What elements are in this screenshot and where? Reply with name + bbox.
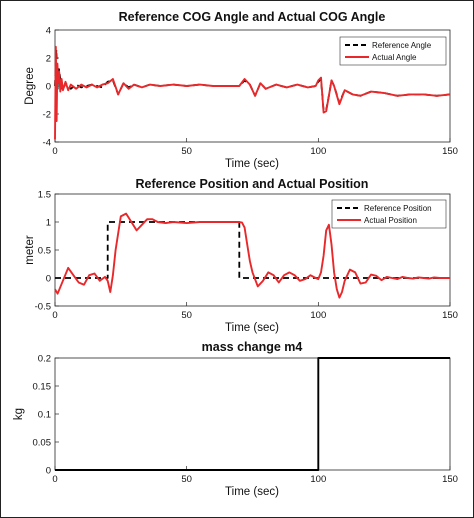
y-tick-label: 4: [46, 26, 51, 37]
tick-layer: 0 50 100 150-0.500.511.5: [35, 190, 458, 322]
series-line-actual-position: [54, 212, 450, 299]
x-tick-label: 0: [52, 474, 57, 485]
x-tick-label: 100: [310, 474, 326, 485]
x-axis-label: Time (sec): [225, 486, 279, 498]
x-tick-label: 50: [181, 310, 192, 321]
y-tick-label: 0.15: [33, 382, 52, 393]
y-tick-label: 0: [46, 82, 51, 93]
x-tick-label: 50: [181, 146, 192, 157]
legend-label-actual-angle: Actual Angle: [372, 53, 417, 62]
tick-layer: 0 50 100 150 -4 -2 0 2 4: [43, 26, 458, 158]
y-tick-label: 2: [46, 54, 51, 65]
chart-title: mass change m4: [202, 340, 303, 354]
x-tick-label: 100: [310, 310, 326, 321]
series-layer: [54, 212, 450, 299]
x-tick-label: 50: [181, 474, 192, 485]
panel-mass-change: mass change m4 0 50 100 15000.050.10.150.2 …: [13, 340, 458, 498]
y-axis-label: meter: [24, 235, 36, 265]
x-tick-label: 0: [52, 146, 57, 157]
y-axis-label: kg: [13, 408, 25, 420]
legend-label-reference-angle: Reference Angle: [372, 41, 432, 50]
legend-label-actual-position: Actual Position: [364, 216, 417, 225]
y-tick-label: 0.1: [38, 410, 51, 421]
y-tick-label: -2: [43, 110, 51, 121]
x-tick-label: 150: [442, 474, 458, 485]
x-tick-label: 100: [310, 146, 326, 157]
y-tick-label: 0: [46, 466, 51, 477]
tick-layer: 0 50 100 150 0 0.05 0.1 0.15 0.2: [33, 354, 458, 486]
x-axis-label: Time (sec): [225, 158, 279, 170]
y-tick-label: -0.5: [35, 302, 51, 313]
panel-cog-angle: Reference COG Angle and Actual COG Angle…: [24, 10, 458, 170]
y-tick-label: 0: [46, 274, 51, 285]
series-line-actual-angle: [54, 45, 451, 140]
y-tick-label: 0.2: [38, 354, 51, 365]
y-axis-label: Degree: [24, 67, 36, 105]
plot-area: [54, 357, 451, 471]
legend-label-reference-position: Reference Position: [364, 204, 432, 213]
chart-title: Reference COG Angle and Actual COG Angle: [119, 10, 386, 24]
x-axis-label: Time (sec): [225, 322, 279, 334]
legend: Reference Angle Actual Angle: [339, 36, 447, 66]
x-tick-label: 0: [52, 310, 57, 321]
series-line-mass: [55, 357, 450, 471]
legend-box: [331, 199, 447, 229]
x-tick-label: 150: [442, 146, 458, 157]
series-layer: [55, 357, 450, 471]
y-tick-label: 1.5: [38, 190, 51, 201]
y-tick-label: 0.5: [38, 246, 51, 257]
y-tick-label: -4: [43, 138, 51, 149]
panel-position: Reference Position and Actual Position 0…: [24, 177, 458, 334]
series-layer: [54, 45, 451, 140]
legend: Reference Position Actual Position: [331, 199, 447, 229]
legend-box: [339, 36, 447, 66]
y-tick-label: 1: [46, 218, 51, 229]
chart-title: Reference Position and Actual Position: [136, 177, 369, 191]
y-tick-label: 0.05: [33, 438, 52, 449]
x-tick-label: 150: [442, 310, 458, 321]
